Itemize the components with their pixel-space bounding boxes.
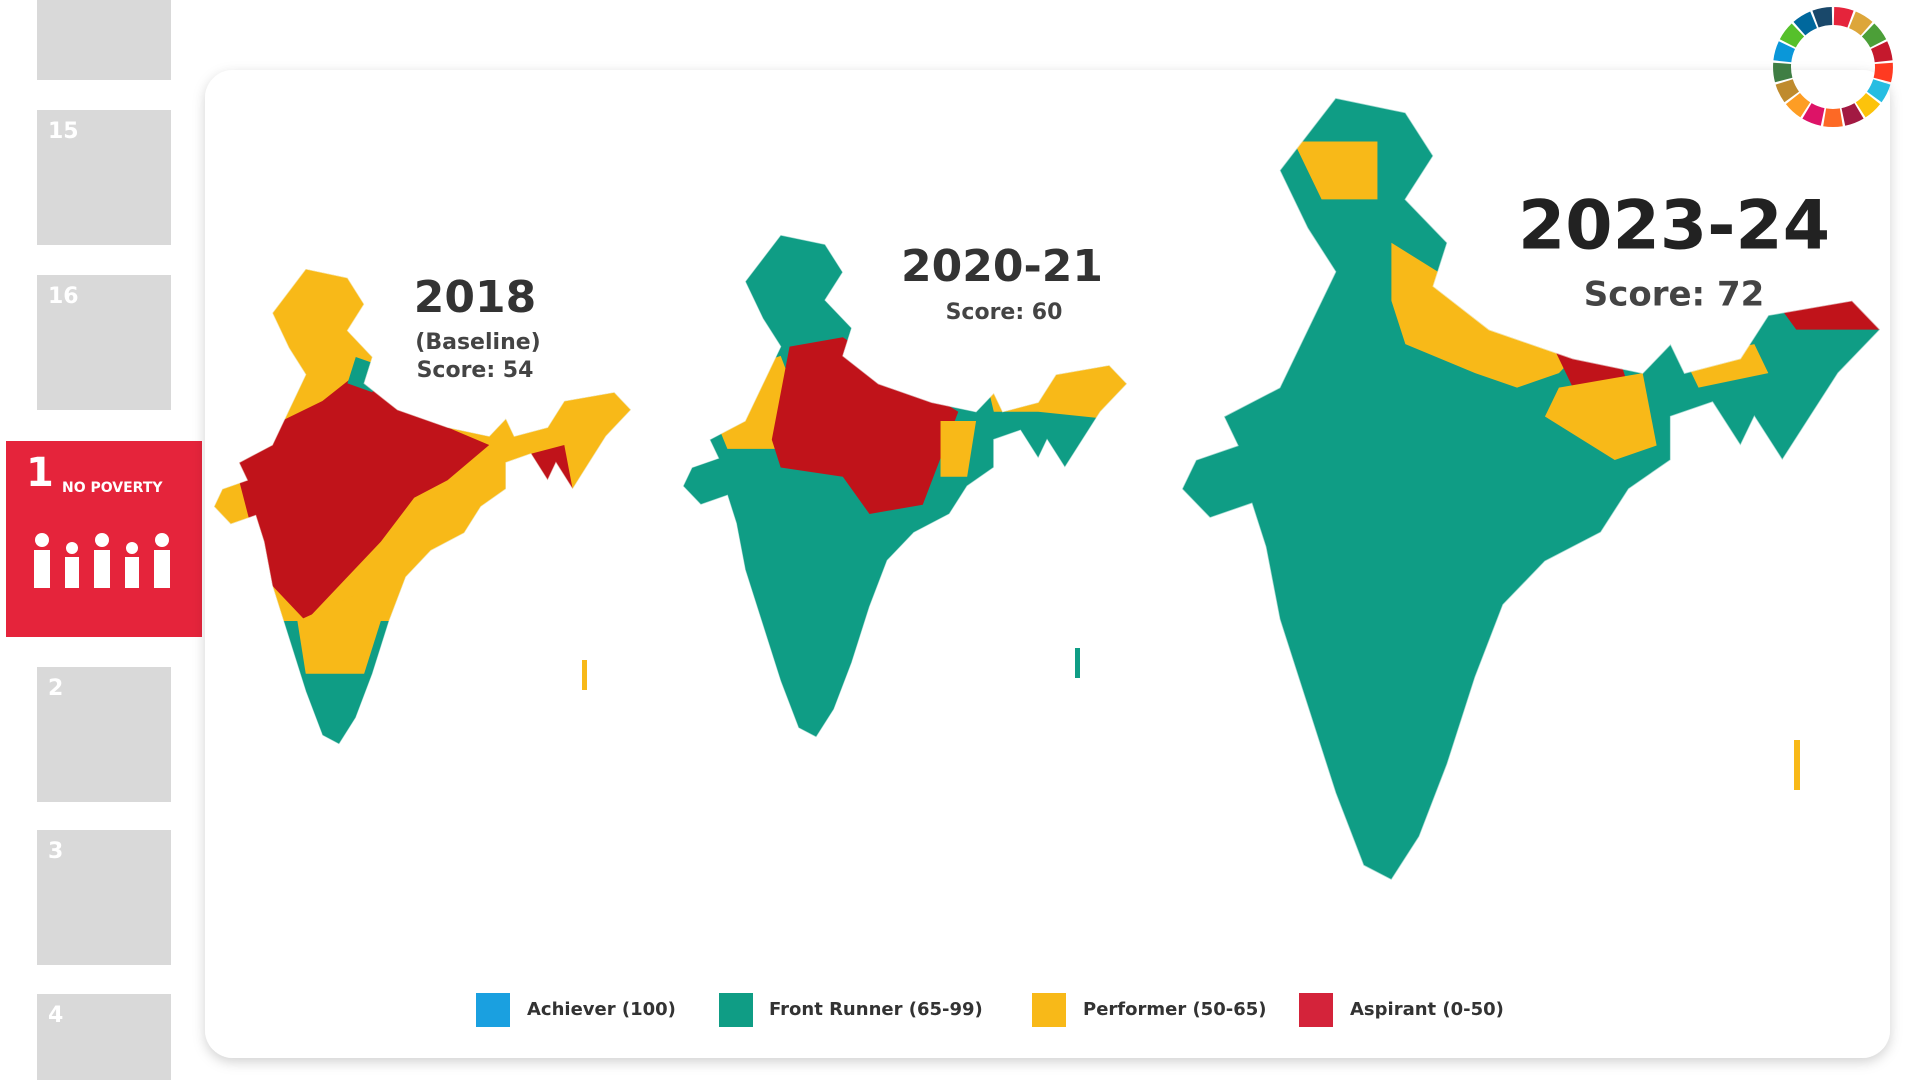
islands [582,648,1800,790]
legend-swatch [1032,993,1066,1027]
map-score: Score: 72 [1584,275,1765,315]
tile-number: 1 [26,450,54,496]
wheel-segment [1802,103,1825,126]
wheel-segment [1849,11,1873,36]
wheel-segment [1841,103,1864,126]
sdg-tile[interactable] [37,830,171,965]
map-score: Score: 60 [946,300,1063,325]
wheel-segment [1867,79,1891,103]
wheel-segment [1773,41,1795,63]
wheel-segment [1812,7,1833,28]
tile-label: NO POVERTY [62,480,163,496]
map-title: 2018 [414,272,536,323]
legend: Achiever (100) Front Runner (65-99) Perf… [476,993,1504,1027]
legend-label: Achiever (100) [527,999,676,1020]
wheel-segment [1833,7,1854,28]
legend-swatch [1299,993,1333,1027]
map-score: Score: 54 [417,358,534,383]
wheel-segment [1793,11,1817,36]
tile-number: 4 [48,1003,63,1028]
wheel-segment [1873,62,1893,83]
sdg-tile[interactable] [37,667,171,802]
tile-number: 3 [48,839,63,864]
wheel-segment [1775,79,1799,103]
sdg-tile[interactable] [37,994,171,1084]
map-titles: 2018 (Baseline) Score: 54 2020-21 Score:… [414,187,1830,383]
wheel-segment [1823,108,1843,128]
sdg-tile[interactable] [37,110,171,245]
legend-label: Performer (50-65) [1083,999,1266,1020]
map-title: 2023-24 [1518,187,1830,266]
map-subtitle: (Baseline) [415,330,540,355]
map-title: 2020-21 [901,241,1103,292]
legend-label: Aspirant (0-50) [1350,999,1504,1020]
wheel-segment [1871,41,1893,63]
sidebar: 15 16 1 NO POVERTY 2 3 4 [6,0,202,1084]
sdg-wheel [1773,7,1893,128]
tile-number: 15 [48,119,79,144]
tile-number: 16 [48,284,79,309]
legend-swatch [476,993,510,1027]
sdg-tile[interactable] [37,275,171,410]
legend-label: Front Runner (65-99) [769,999,983,1020]
wheel-segment [1785,93,1811,118]
sdg-tile [37,0,171,80]
wheel-segment [1773,62,1793,83]
wheel-segment [1861,23,1887,48]
family-icon [34,533,170,588]
tile-number: 2 [48,676,63,701]
wheel-segment [1855,93,1881,118]
legend-swatch [719,993,753,1027]
wheel-segment [1779,23,1805,48]
